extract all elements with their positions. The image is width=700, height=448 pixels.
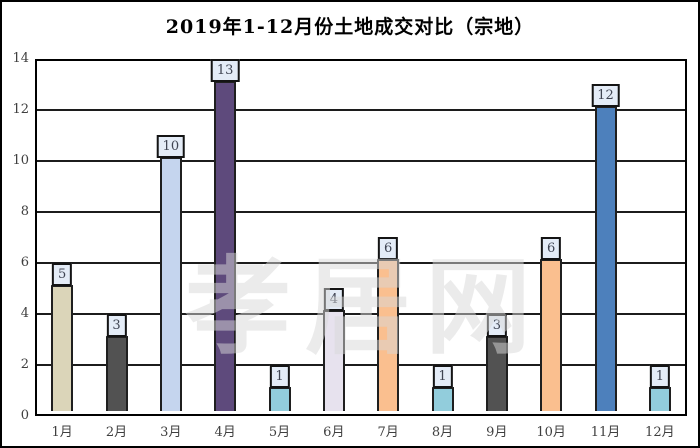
y-axis-label: 14: [12, 51, 29, 66]
bar-1月: [51, 284, 74, 411]
bar-value-label-7月: 6: [378, 237, 399, 260]
y-axis-label: 6: [20, 255, 29, 270]
y-axis-label: 0: [20, 408, 29, 423]
bar-6月: [322, 310, 345, 411]
gridline-2: [37, 364, 685, 366]
y-axis-label: 8: [20, 204, 29, 219]
x-axis-label: 10月: [536, 425, 566, 440]
bar-value-label-6月: 4: [323, 288, 344, 311]
gridline-8: [37, 211, 685, 213]
bar-10月: [540, 259, 563, 411]
bar-7月: [377, 259, 400, 411]
bar-value-label-4月: 13: [210, 58, 240, 82]
bar-11月: [594, 106, 617, 411]
bar-12月: [648, 386, 671, 411]
y-axis-label: 10: [12, 153, 29, 168]
x-axis-label: 9月: [486, 425, 508, 440]
bar-value-label-1月: 5: [52, 262, 73, 286]
x-axis-label: 8月: [431, 425, 454, 440]
bar-value-label-2月: 3: [106, 313, 127, 337]
x-axis-label: 7月: [377, 425, 399, 440]
bar-value-label-8月: 1: [432, 364, 453, 388]
gridline-10: [37, 160, 685, 162]
x-axis-label: 6月: [323, 425, 345, 440]
plot-area: [35, 59, 687, 416]
bar-value-label-3月: 10: [156, 135, 186, 158]
x-axis-label: 5月: [268, 425, 291, 440]
x-axis-label: 4月: [214, 425, 236, 440]
gridline-12: [37, 109, 685, 111]
bar-2月: [105, 335, 128, 411]
x-axis-label: 12月: [645, 425, 675, 440]
bar-9月: [485, 335, 508, 411]
y-axis-label: 4: [20, 306, 29, 321]
bar-8月: [431, 386, 454, 411]
gridline-4: [37, 313, 685, 315]
bar-value-label-11月: 12: [591, 84, 620, 107]
bar-value-label-12月: 1: [649, 364, 670, 388]
bar-value-label-5月: 1: [269, 364, 290, 388]
x-axis-label: 2月: [105, 425, 128, 440]
y-axis-label: 12: [12, 102, 29, 117]
gridline-6: [37, 262, 685, 264]
x-axis-label: 11月: [590, 425, 621, 440]
bar-3月: [159, 157, 182, 411]
bar-value-label-10月: 6: [541, 237, 562, 260]
x-axis-label: 3月: [160, 425, 182, 440]
bar-4月: [214, 80, 237, 411]
y-axis-label: 2: [20, 357, 29, 372]
bar-value-label-9月: 3: [486, 313, 507, 337]
bar-5月: [268, 386, 291, 411]
x-axis-label: 1月: [51, 425, 73, 440]
chart-title: 2019年1-12月份土地成交对比（宗地）: [165, 16, 535, 38]
